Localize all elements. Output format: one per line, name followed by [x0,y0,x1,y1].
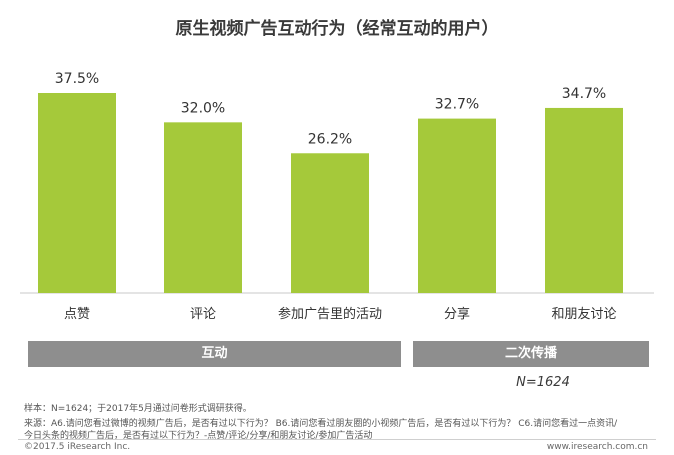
group-label-secondary-spread: 二次传播 [413,341,649,367]
sample-size-label: N=1624 [516,375,570,390]
bar-value-label-1: 32.0% [181,100,225,116]
bar-0 [38,93,116,293]
group-label-interaction: 互动 [28,341,401,367]
bar-value-label-3: 32.7% [435,97,479,113]
category-label-1: 评论 [190,307,216,322]
bar-value-label-2: 26.2% [308,131,352,147]
footer-divider [18,439,656,440]
bar-2 [291,153,369,293]
bar-1 [164,122,242,293]
chart-title: 原生视频广告互动行为（经常互动的用户） [175,19,499,39]
category-label-2: 参加广告里的活动 [278,306,382,322]
bar-value-label-0: 37.5% [55,71,99,87]
copyright: ©2017.5 iResearch Inc. [24,442,131,452]
source-note-line2: 今日头条的视频广告后，是否有过以下行为？-点赞/评论/分享/和朋友讨论/参加广告… [24,431,373,441]
bar-3 [418,118,496,293]
category-label-0: 点赞 [64,307,90,322]
sample-note: 样本：N=1624；于2017年5月通过问卷形式调研获得。 [24,404,252,414]
bar-value-label-4: 34.7% [562,86,606,102]
category-label-4: 和朋友讨论 [551,306,616,322]
website: www.iresearch.com.cn [546,442,648,452]
source-note-line1: 来源：A6.请问您看过微博的视频广告后，是否有过以下行为？ B6.请问您看过朋友… [24,419,618,429]
bar-4 [545,107,623,293]
category-label-3: 分享 [444,306,470,322]
bar-chart: 37.5% 点赞 32.0% 评论 26.2% 参加广告里的活动 32.7% 分享 34.7% 和… [20,71,654,322]
